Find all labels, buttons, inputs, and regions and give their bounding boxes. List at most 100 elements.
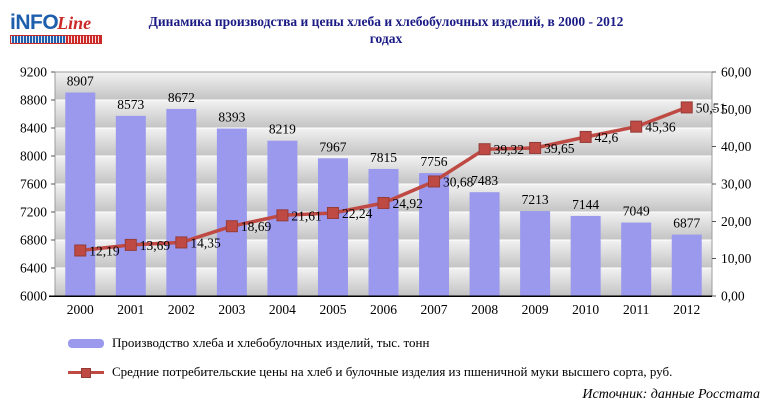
- right-axis-label: 0,00: [721, 289, 745, 304]
- line-label-2001: 13,69: [140, 238, 171, 253]
- legend-item-price: Средние потребительские цены на хлеб и б…: [68, 361, 672, 383]
- bar-2008: [469, 192, 500, 296]
- line-label-2002: 14,35: [190, 235, 221, 250]
- legend-label-production: Производство хлеба и хлебобулочных издел…: [112, 335, 430, 350]
- chart-title-line1: Динамика производства и цены хлеба и хле…: [148, 14, 624, 29]
- x-axis-label-2005: 2005: [319, 302, 346, 317]
- x-axis-label-2000: 2000: [67, 302, 94, 317]
- bar-2011: [621, 222, 652, 296]
- left-axis-label: 6800: [20, 233, 47, 248]
- bar-label-2010: 7144: [572, 197, 599, 212]
- line-label-2003: 18,69: [241, 219, 272, 234]
- plot-band: [55, 72, 712, 100]
- bar-2005: [317, 158, 348, 296]
- line-label-2012: 50,51: [696, 100, 726, 115]
- bar-2000: [65, 92, 96, 296]
- logo-band-red: [65, 36, 101, 43]
- logo-line-part: Line: [57, 13, 92, 33]
- bar-label-2001: 8573: [117, 97, 144, 112]
- line-marker-2008: [478, 143, 491, 156]
- bar-2007: [419, 173, 450, 296]
- legend-label-price: Средние потребительские цены на хлеб и б…: [112, 364, 673, 379]
- x-axis-label-2007: 2007: [421, 302, 448, 317]
- line-label-2005: 22,24: [342, 206, 373, 221]
- right-axis-label: 40,00: [721, 139, 752, 154]
- left-axis-label: 8800: [20, 93, 47, 108]
- left-axis-label: 9200: [20, 65, 47, 80]
- left-axis-label: 8400: [20, 121, 47, 136]
- line-label-2010: 42,6: [595, 130, 619, 145]
- x-axis-label-2006: 2006: [370, 302, 397, 317]
- x-axis-label-2002: 2002: [168, 302, 195, 317]
- plot-band: [55, 100, 712, 128]
- chart-legend: Производство хлеба и хлебобулочных издел…: [68, 332, 672, 390]
- x-axis-label-2012: 2012: [673, 302, 700, 317]
- bar-label-2003: 8393: [218, 109, 245, 124]
- line-marker-2010: [579, 130, 592, 143]
- bar-2003: [216, 128, 247, 296]
- infoline-logo-text: iNFOLine: [10, 12, 106, 36]
- line-label-2000: 12,19: [89, 243, 120, 258]
- right-axis-label: 50,00: [721, 102, 752, 117]
- x-axis-label-2004: 2004: [269, 302, 296, 317]
- line-marker-2000: [74, 244, 87, 257]
- right-axis-label: 20,00: [721, 214, 752, 229]
- line-marker-2006: [377, 196, 390, 209]
- chart-title: Динамика производства и цены хлеба и хле…: [96, 13, 676, 47]
- line-label-2009: 39,65: [544, 141, 575, 156]
- chart-title-line2: годах: [369, 31, 403, 46]
- line-label-2011: 45,36: [645, 120, 676, 135]
- bar-label-2005: 7967: [319, 139, 346, 154]
- bar-label-2007: 7756: [421, 154, 448, 169]
- logo-info-part: iNFO: [10, 11, 59, 34]
- source-note: Источник: данные Росстата: [582, 387, 760, 402]
- bar-label-2011: 7049: [623, 204, 650, 219]
- line-marker-2009: [529, 141, 542, 154]
- left-axis-label: 7600: [20, 177, 47, 192]
- bar-2009: [520, 211, 551, 296]
- bar-label-2006: 7815: [370, 150, 397, 165]
- bar-label-2009: 7213: [522, 192, 549, 207]
- line-marker-2001: [124, 238, 137, 251]
- left-axis-label: 6000: [20, 289, 47, 304]
- right-axis-label: 10,00: [721, 251, 752, 266]
- line-marker-2007: [428, 175, 441, 188]
- bar-label-2004: 8219: [269, 122, 296, 137]
- bar-2002: [166, 108, 197, 297]
- line-marker-2004: [276, 209, 289, 222]
- bar-2010: [570, 215, 601, 296]
- line-label-2006: 24,92: [393, 196, 423, 211]
- left-axis-label: 8000: [20, 149, 47, 164]
- bar-label-2000: 8907: [67, 74, 94, 89]
- left-axis-label: 7200: [20, 205, 47, 220]
- infoline-logo: iNFOLine: [10, 12, 106, 48]
- bar-2006: [368, 168, 399, 296]
- line-label-2007: 30,68: [443, 174, 474, 189]
- line-marker-2003: [225, 220, 238, 233]
- legend-item-production: Производство хлеба и хлебобулочных издел…: [68, 332, 672, 354]
- bar-label-2008: 7483: [471, 173, 498, 188]
- bar-label-2012: 6877: [673, 216, 700, 231]
- line-marker-2002: [175, 236, 188, 249]
- line-marker-2011: [630, 120, 643, 133]
- line-label-2004: 21,61: [291, 208, 321, 223]
- bar-2012: [671, 234, 702, 296]
- line-label-2008: 39,32: [494, 142, 524, 157]
- bar-series-swatch: [68, 338, 104, 348]
- logo-band: [10, 35, 102, 44]
- line-marker-2005: [326, 206, 339, 219]
- x-axis-label-2011: 2011: [623, 302, 650, 317]
- x-axis-label-2008: 2008: [471, 302, 498, 317]
- left-axis-label: 6400: [20, 261, 47, 276]
- line-series-swatch: [68, 367, 104, 378]
- bar-2001: [115, 115, 146, 296]
- line-marker-2012: [680, 101, 693, 114]
- x-axis-label-2010: 2010: [572, 302, 599, 317]
- bar-label-2002: 8672: [168, 90, 195, 105]
- right-axis-label: 30,00: [721, 177, 752, 192]
- right-axis-label: 60,00: [721, 65, 752, 80]
- x-axis-label-2001: 2001: [117, 302, 144, 317]
- logo-band-blue: [11, 36, 65, 43]
- chart-canvas: 8907 8573 8672 8393 8219 7967 7815 7756 7483 7213…: [20, 65, 752, 318]
